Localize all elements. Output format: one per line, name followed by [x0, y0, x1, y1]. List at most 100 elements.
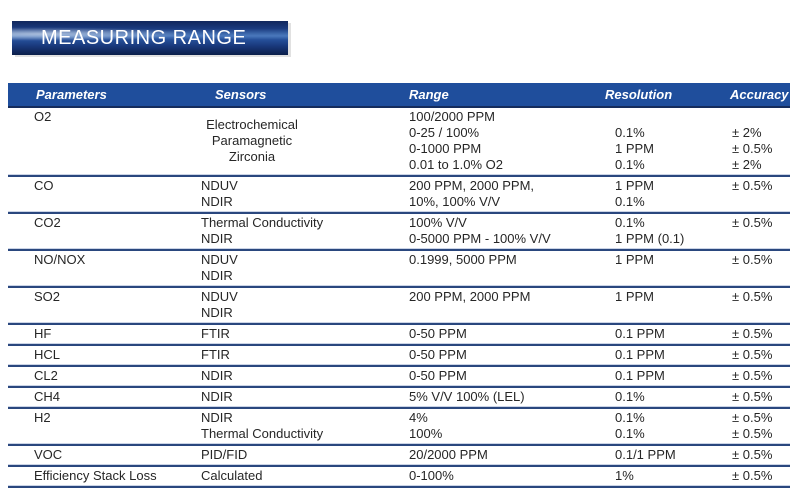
sensor-name: Calculated	[201, 468, 263, 483]
table-row: SO2 NDUV NDIR 200 PPM, 2000 PPM 1 PPM ± 0.5%	[8, 288, 790, 322]
sensor-names-cell: PID/FID	[193, 447, 401, 463]
range-values-cell: 100/2000 PPM 0-25 / 100% 0-1000 PPM 0.01 to…	[401, 109, 603, 173]
row-separator	[8, 406, 790, 409]
parameter-labels-cell: Efficiency Stack Loss	[8, 468, 193, 484]
sensor-names-cell: NDUV NDIR	[193, 252, 401, 284]
resolution-value: 1 PPM (0.1)	[615, 231, 685, 246]
sensor-names-cell: NDUV NDIR	[193, 289, 401, 321]
resolution-values-cell: 0.1% 1 PPM 0.1%	[603, 109, 716, 173]
accuracy-value: ± 0.5%	[732, 178, 773, 193]
range-value: 0.01 to 1.0% O2	[409, 157, 503, 172]
parameter-label: HCL	[34, 347, 61, 362]
sensor-name: NDUV	[201, 178, 238, 193]
sensor-names-cell: NDIR	[193, 389, 401, 405]
table-row: O2 Electrochemical Paramagnetic Zirconia 100…	[8, 108, 790, 174]
title-banner: MEASURING RANGE	[12, 21, 288, 55]
range-values-cell: 4% 100%	[401, 410, 603, 442]
sensor-names-cell: NDIR Thermal Conductivity	[193, 410, 401, 442]
sensor-name: NDIR	[201, 410, 233, 425]
accuracy-values-cell: ± 2% ± 0.5% ± 2%	[716, 109, 790, 173]
accuracy-value: ± 2%	[732, 125, 762, 140]
sensor-name: NDIR	[201, 305, 233, 320]
table-row: HCL FTIR 0-50 PPM 0.1 PPM ± 0.5%	[8, 346, 790, 364]
table-row: CH4 NDIR 5% V/V 100% (LEL) 0.1% ± 0.5%	[8, 388, 790, 406]
range-value: 0-50 PPM	[409, 347, 467, 362]
table-row: VOC PID/FID 20/2000 PPM 0.1/1 PPM ± 0.5%	[8, 446, 790, 464]
parameter-label: NO/NOX	[34, 252, 86, 267]
resolution-value: 1%	[615, 468, 634, 483]
parameter-labels-cell: CO2	[8, 215, 193, 247]
row-separator	[8, 443, 790, 446]
resolution-values-cell: 0.1% 0.1%	[603, 410, 716, 442]
accuracy-values-cell: ± 0.5%	[716, 215, 790, 247]
sensor-name: Thermal Conductivity	[201, 215, 324, 230]
parameter-labels-cell: SO2	[8, 289, 193, 321]
range-values-cell: 200 PPM, 2000 PPM	[401, 289, 603, 321]
range-values-cell: 20/2000 PPM	[401, 447, 603, 463]
resolution-value: 0.1%	[615, 157, 645, 172]
parameter-labels-cell: CL2	[8, 368, 193, 384]
resolution-value: 0.1%	[615, 125, 645, 140]
parameter-label: VOC	[34, 447, 63, 462]
accuracy-values-cell: ± 0.5%	[716, 178, 790, 210]
resolution-value: 0.1/1 PPM	[615, 447, 676, 462]
range-value: 200 PPM, 2000 PPM	[409, 289, 531, 304]
accuracy-values-cell: ± 0.5%	[716, 289, 790, 321]
parameter-label: HF	[34, 326, 52, 341]
accuracy-value: ± 0.5%	[732, 426, 773, 441]
range-value: 0-100%	[409, 468, 454, 483]
range-values-cell: 100% V/V 0-5000 PPM - 100% V/V	[401, 215, 603, 247]
table-header-row: Parameters Sensors Range Resolution Accu…	[8, 83, 790, 108]
row-separator	[8, 174, 790, 177]
range-value: 200 PPM, 2000 PPM,	[409, 178, 535, 193]
resolution-value	[615, 109, 716, 125]
resolution-values-cell: 1 PPM	[603, 289, 716, 321]
resolution-values-cell: 0.1% 1 PPM (0.1)	[603, 215, 716, 247]
resolution-value: 0.1 PPM	[615, 326, 665, 341]
accuracy-values-cell: ± 0.5%	[716, 468, 790, 484]
parameter-labels-cell: H2	[8, 410, 193, 442]
resolution-value: 0.1 PPM	[615, 368, 665, 383]
resolution-value: 0.1%	[615, 389, 645, 404]
parameter-label: Efficiency Stack Loss	[34, 468, 157, 483]
parameter-labels-cell: VOC	[8, 447, 193, 463]
parameter-labels-cell: HCL	[8, 347, 193, 363]
range-values-cell: 0-100%	[401, 468, 603, 484]
table-row: Efficiency Stack Loss Calculated 0-100% 1% ±…	[8, 467, 790, 485]
sensor-names-cell: Thermal Conductivity NDIR	[193, 215, 401, 247]
sensor-names-cell: Electrochemical Paramagnetic Zirconia	[193, 109, 311, 173]
row-separator	[8, 285, 790, 288]
page-title: MEASURING RANGE	[41, 26, 247, 49]
sensor-names-cell: Calculated	[193, 468, 401, 484]
resolution-values-cell: 0.1 PPM	[603, 326, 716, 342]
resolution-value: 1 PPM	[615, 252, 655, 267]
range-values-cell: 0-50 PPM	[401, 326, 603, 342]
parameter-labels-cell: CO	[8, 178, 193, 210]
column-header-sensors: Sensors	[215, 87, 267, 102]
parameter-labels-cell: O2	[8, 109, 193, 173]
range-values-cell: 5% V/V 100% (LEL)	[401, 389, 603, 405]
accuracy-value: ± 0.5%	[732, 326, 773, 341]
accuracy-value: ± 0.5%	[732, 141, 773, 156]
resolution-values-cell: 0.1 PPM	[603, 347, 716, 363]
resolution-values-cell: 1 PPM	[603, 252, 716, 284]
sensor-name: FTIR	[201, 326, 230, 341]
range-value: 0-25 / 100%	[409, 125, 480, 140]
resolution-value: 0.1%	[615, 426, 645, 441]
accuracy-values-cell: ± 0.5%	[716, 447, 790, 463]
range-value: 100%	[409, 426, 443, 441]
resolution-value: 0.1%	[615, 215, 645, 230]
table-row: CO2 Thermal Conductivity NDIR 100% V/V 0-500…	[8, 214, 790, 248]
range-value: 0-1000 PPM	[409, 141, 482, 156]
resolution-values-cell: 1 PPM 0.1%	[603, 178, 716, 210]
accuracy-values-cell: ± o.5% ± 0.5%	[716, 410, 790, 442]
column-header-range: Range	[409, 87, 449, 102]
parameter-label: H2	[34, 410, 51, 425]
resolution-values-cell: 0.1%	[603, 389, 716, 405]
accuracy-values-cell: ± 0.5%	[716, 389, 790, 405]
sensor-names-cell: NDUV NDIR	[193, 178, 401, 210]
resolution-value: 0.1%	[615, 410, 645, 425]
table-bottom-border	[8, 485, 790, 488]
sensor-name: Electrochemical	[206, 117, 298, 132]
resolution-value: 0.1 PPM	[615, 347, 665, 362]
